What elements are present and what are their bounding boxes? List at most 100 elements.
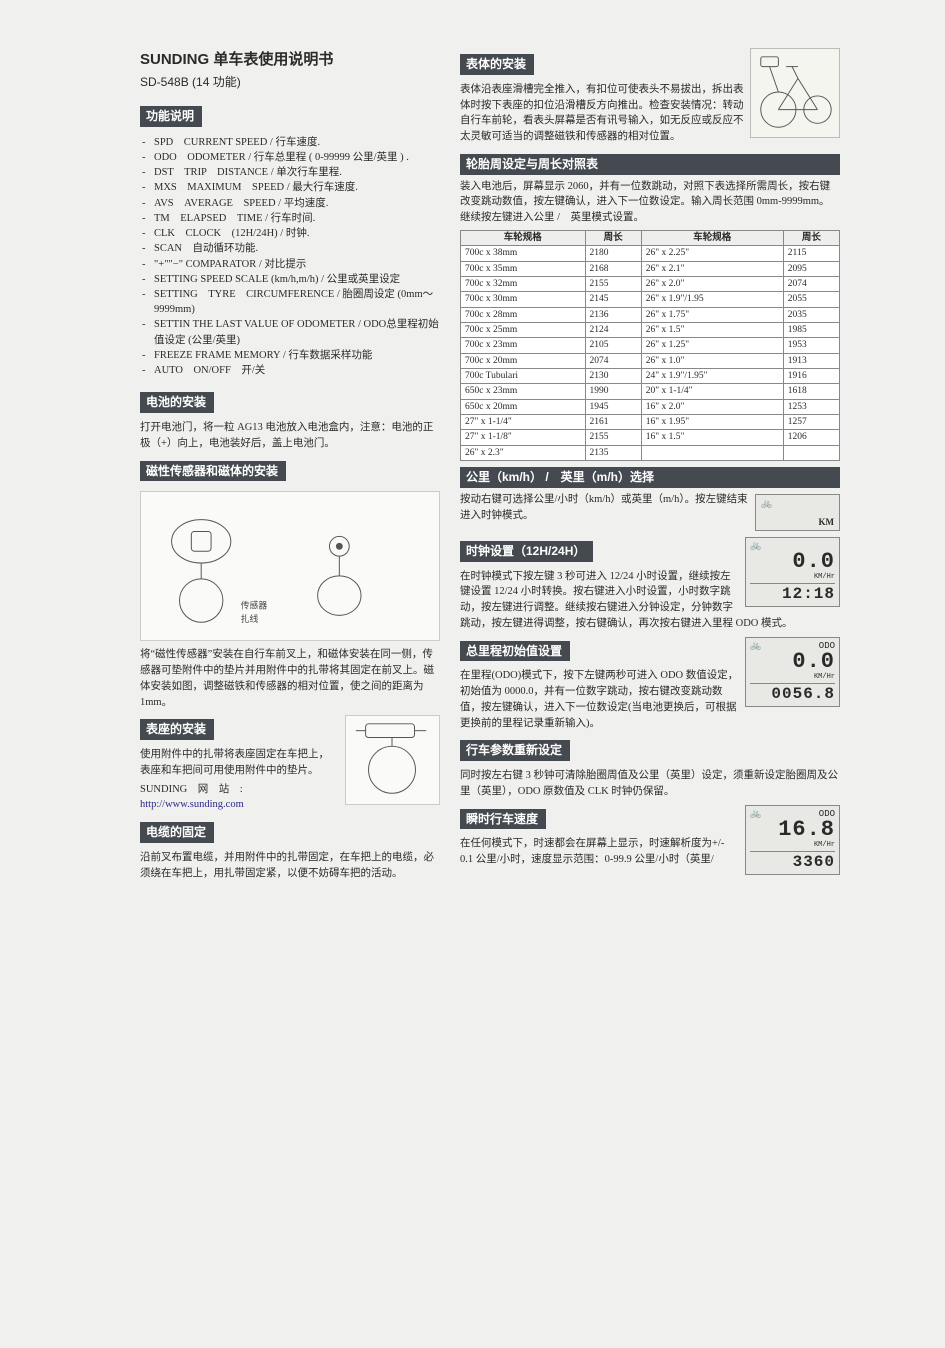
wheel-table-cell: 1253 xyxy=(783,399,839,414)
function-item: SCAN 自动循环功能. xyxy=(140,241,440,256)
cable-text: 沿前叉布置电缆，并用附件中的扎带固定，在车把上的电缆，必须绕在车把上，用扎带固定… xyxy=(140,850,440,882)
clock-lcd-unit: KM/Hr xyxy=(750,573,835,581)
wheel-table-cell: 2135 xyxy=(585,445,641,460)
wheel-table-cell: 26" x 1.5" xyxy=(641,322,783,337)
wheel-table-row: 27" x 1-1/8"215516" x 1.5"1206 xyxy=(461,430,840,445)
function-item: DST TRIP DISTANCE / 单次行车里程. xyxy=(140,165,440,180)
wheel-table-cell: 700c x 25mm xyxy=(461,322,586,337)
wheel-table-cell: 16" x 1.5" xyxy=(641,430,783,445)
wheel-table-cell: 16" x 1.95" xyxy=(641,414,783,429)
wheel-table-row: 700c x 38mm218026" x 2.25"2115 xyxy=(461,246,840,261)
wheel-table-cell: 1985 xyxy=(783,322,839,337)
odo-lcd-unit: KM/Hr xyxy=(750,673,835,681)
speed-lcd: 🚲ODO 16.8 KM/Hr 3360 xyxy=(745,805,840,875)
section-body-install-header: 表体的安装 xyxy=(460,54,534,75)
wheel-table-cell: 26" x 2.1" xyxy=(641,261,783,276)
section-kmh-header: 公里（km/h） / 英里（m/h）选择 xyxy=(460,467,840,488)
wheel-table-cell: 26" x 1.0" xyxy=(641,353,783,368)
wheel-table-cell: 1913 xyxy=(783,353,839,368)
section-reset-header: 行车参数重新设定 xyxy=(460,740,570,761)
sensor-label-2: 扎线 xyxy=(241,614,259,625)
wheel-table-cell: 700c x 30mm xyxy=(461,292,586,307)
wheel-table-cell: 16" x 2.0" xyxy=(641,399,783,414)
wheel-table-cell: 26" x 1.9"/1.95 xyxy=(641,292,783,307)
mount-diagram xyxy=(345,715,440,805)
wheel-table-row: 700c x 30mm214526" x 1.9"/1.952055 xyxy=(461,292,840,307)
wheel-table-cell: 2105 xyxy=(585,338,641,353)
section-odo-header: 总里程初始值设置 xyxy=(460,641,570,662)
wheel-table-cell: 700c x 23mm xyxy=(461,338,586,353)
function-item: MXS MAXIMUM SPEED / 最大行车速度. xyxy=(140,180,440,195)
wheel-table-cell: 700c x 35mm xyxy=(461,261,586,276)
sunding-url[interactable]: http://www.sunding.com xyxy=(140,799,244,810)
odo-lcd-big: 0.0 xyxy=(750,651,835,673)
function-item: SETTING TYRE CIRCUMFERENCE / 胎圈周设定 (0mm～… xyxy=(140,287,440,317)
wheel-table-row: 700c x 25mm212426" x 1.5"1985 xyxy=(461,322,840,337)
wheel-table-cell: 2035 xyxy=(783,307,839,322)
battery-text: 打开电池门，将一粒 AG13 电池放入电池盒内，注意：电池的正极（+）向上，电池… xyxy=(140,420,440,452)
mount-site-label: SUNDING 网 站 : xyxy=(140,784,243,795)
wheel-table-cell: 26" x 2.0" xyxy=(641,276,783,291)
wheel-table-cell: 700c x 20mm xyxy=(461,353,586,368)
section-clock-header: 时钟设置（12H/24H） xyxy=(460,541,593,562)
wheel-table-cell: 1206 xyxy=(783,430,839,445)
wheel-table-cell: 1257 xyxy=(783,414,839,429)
odo-lcd: 🚲ODO 0.0 KM/Hr 0056.8 xyxy=(745,637,840,707)
manual-page: SUNDING 单车表使用说明书 SD-548B (14 功能) 功能说明 SP… xyxy=(140,48,905,884)
wheel-table-row: 700c x 23mm210526" x 1.25"1953 xyxy=(461,338,840,353)
wheel-table-row: 27" x 1-1/4"216116" x 1.95"1257 xyxy=(461,414,840,429)
wheel-table-cell: 700c x 38mm xyxy=(461,246,586,261)
section-cable-header: 电缆的固定 xyxy=(140,822,214,843)
wheel-table-header: 周长 xyxy=(585,230,641,245)
wheel-table-cell: 650c x 23mm xyxy=(461,384,586,399)
wheel-table-cell: 2130 xyxy=(585,368,641,383)
function-item: AUTO ON/OFF 开/关 xyxy=(140,363,440,378)
wheel-table-cell: 1618 xyxy=(783,384,839,399)
wheel-table-cell: 2115 xyxy=(783,246,839,261)
wheel-table-cell: 2161 xyxy=(585,414,641,429)
right-column: 表体的安装 表体沿表座滑槽完全推入，有扣位可使表头不易拔出，拆出表体时按下表座的… xyxy=(460,48,840,884)
wheel-table-cell: 2074 xyxy=(783,276,839,291)
section-wheel-header: 轮胎周设定与周长对照表 xyxy=(460,154,840,175)
document-title: SUNDING 单车表使用说明书 xyxy=(140,48,440,69)
function-item: ODO ODOMETER / 行车总里程 ( 0-99999 公里/英里 ) . xyxy=(140,150,440,165)
wheel-intro-text: 装入电池后，屏幕显示 2060，并有一位数跳动，对照下表选择所需周长，按右键改变… xyxy=(460,179,840,226)
wheel-table-cell: 26" x 1.25" xyxy=(641,338,783,353)
left-column: SUNDING 单车表使用说明书 SD-548B (14 功能) 功能说明 SP… xyxy=(140,48,440,884)
wheel-table-row: 650c x 20mm194516" x 2.0"1253 xyxy=(461,399,840,414)
wheel-table-row: 700c x 28mm213626" x 1.75"2035 xyxy=(461,307,840,322)
section-battery-header: 电池的安装 xyxy=(140,392,214,413)
wheel-table-cell: 1990 xyxy=(585,384,641,399)
wheel-table-cell: 2145 xyxy=(585,292,641,307)
sensor-text: 将“磁性传感器”安装在自行车前叉上，和磁体安装在同一侧，传感器可垫附件中的垫片并… xyxy=(140,647,440,710)
wheel-table-row: 650c x 23mm199020" x 1-1/4"1618 xyxy=(461,384,840,399)
kmh-lcd-unit: KM xyxy=(761,517,834,527)
function-item: "+""−" COMPARATOR / 对比提示 xyxy=(140,257,440,272)
clock-lcd-big: 0.0 xyxy=(750,551,835,573)
wheel-table-cell: 24" x 1.9"/1.95" xyxy=(641,368,783,383)
wheel-table-cell: 2155 xyxy=(585,276,641,291)
wheel-table-cell: 2074 xyxy=(585,353,641,368)
model-number: SD-548B (14 功能) xyxy=(140,73,440,90)
function-list: SPD CURRENT SPEED / 行车速度.ODO ODOMETER / … xyxy=(140,135,440,379)
wheel-table-row: 700c x 35mm216826" x 2.1"2095 xyxy=(461,261,840,276)
wheel-table-cell: 1916 xyxy=(783,368,839,383)
wheel-table-cell: 27" x 1-1/8" xyxy=(461,430,586,445)
wheel-table-cell: 26" x 2.3" xyxy=(461,445,586,460)
wheel-table-header: 周长 xyxy=(783,230,839,245)
wheel-table-cell: 20" x 1-1/4" xyxy=(641,384,783,399)
wheel-table-row: 700c Tubulari213024" x 1.9"/1.95"1916 xyxy=(461,368,840,383)
speed-lcd-big: 16.8 xyxy=(750,819,835,841)
odo-lcd-value: 0056.8 xyxy=(750,683,835,703)
wheel-table-cell: 2124 xyxy=(585,322,641,337)
wheel-table-cell: 2055 xyxy=(783,292,839,307)
wheel-circumference-table: 车轮规格周长车轮规格周长 700c x 38mm218026" x 2.25"2… xyxy=(460,230,840,461)
sensor-diagram: 传感器 扎线 xyxy=(140,491,440,641)
wheel-table-cell: 2136 xyxy=(585,307,641,322)
wheel-table-cell: 26" x 1.75" xyxy=(641,307,783,322)
wheel-table-row: 700c x 20mm207426" x 1.0"1913 xyxy=(461,353,840,368)
speed-lcd-value: 3360 xyxy=(750,851,835,871)
wheel-table-cell: 2180 xyxy=(585,246,641,261)
clock-lcd: 🚲 0.0 KM/Hr 12:18 xyxy=(745,537,840,607)
wheel-table-cell: 26" x 2.25" xyxy=(641,246,783,261)
